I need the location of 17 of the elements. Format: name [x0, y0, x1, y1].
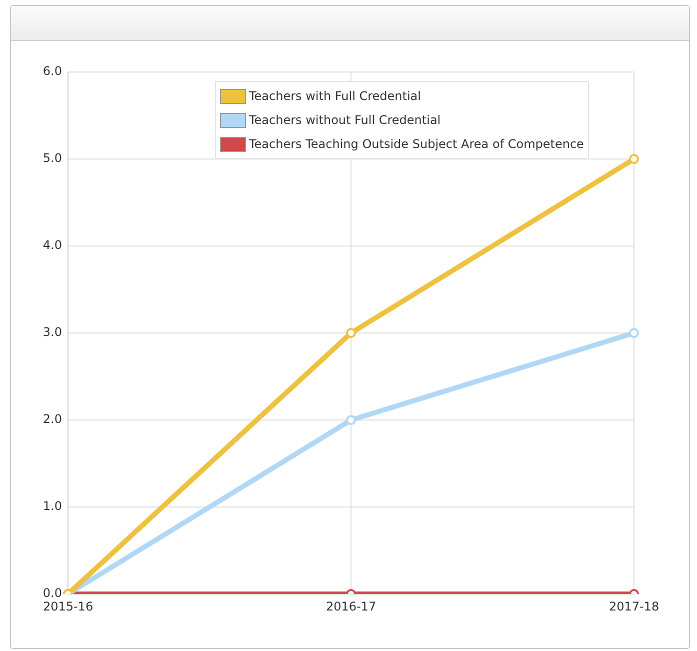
- legend-label: Teachers Teaching Outside Subject Area of Competence: [249, 137, 584, 151]
- x-tick-label: 2015-16: [42, 599, 94, 614]
- y-tick-label: 2.0: [42, 412, 62, 426]
- legend-label: Teachers with Full Credential: [249, 89, 421, 103]
- y-tick-label: 5.0: [42, 151, 62, 166]
- point: [629, 328, 639, 338]
- x-tick-label: 2016-17: [326, 599, 376, 614]
- y-tick-label: 3.0: [42, 325, 62, 340]
- y-tick-label: 4.0: [42, 238, 62, 252]
- y-tick-label: 6.0: [42, 64, 62, 78]
- point: [346, 328, 356, 338]
- point: [346, 415, 356, 425]
- y-tick-label: 1.0: [42, 499, 62, 514]
- legend-label: Teachers without Full Credential: [249, 113, 441, 127]
- y-tick-label: 0.0: [42, 586, 62, 600]
- x-tick-label: 2017-18: [608, 599, 660, 614]
- point: [629, 154, 639, 164]
